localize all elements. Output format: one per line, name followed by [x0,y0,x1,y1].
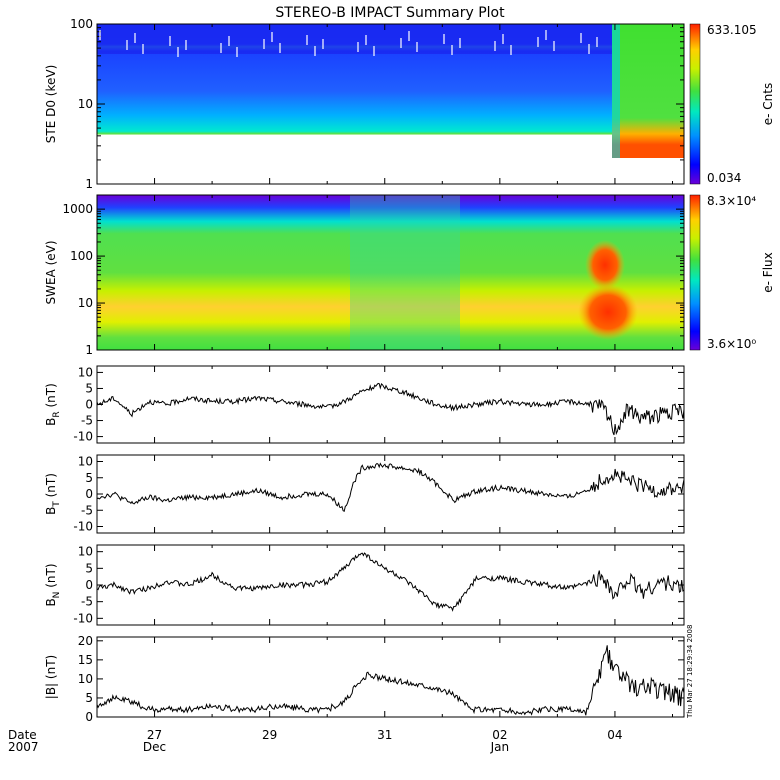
series-line-mag [96,645,685,716]
colorbar-label: e- Cnts [761,83,775,125]
plot-timestamp: Thu Mar 27 18:29:34 2008 [686,625,694,719]
y-tick-label: 20 [78,634,93,648]
y-tick-label: 10 [78,455,93,469]
y-tick-label: 5 [85,561,93,575]
colorbar-min-label: 3.6×10⁰ [707,337,756,351]
colorbar-max-label: 8.3×10⁴ [707,194,756,208]
x-tick-label: 29 [262,728,277,742]
y-axis-label: |B| (nT) [44,655,58,699]
y-axis-label: SWEA (eV) [44,240,58,304]
bmag-frame [96,636,685,718]
y-tick-label: 10 [78,365,93,379]
br-frame [96,365,685,444]
colorbar-max-label: 633.105 [707,23,757,37]
colorbar-label: e- Flux [761,252,775,292]
x-ticks-panel-0 [96,24,673,184]
x-ticks-panel-3 [96,455,673,533]
y-tick-label: 1 [85,343,93,357]
y-tick-label: 0 [85,578,93,592]
y-tick-label: 10 [78,545,93,559]
x-tick-label: 04 [607,728,622,742]
y-tick-label: 10 [78,672,93,686]
y-tick-label: 1000 [62,202,93,216]
y-tick-label: -10 [73,611,93,625]
y-tick-label: 5 [85,381,93,395]
y-tick-label: 5 [85,471,93,485]
x-tick-label: 27 [147,728,162,742]
x-tick-sublabel: Jan [490,740,510,754]
x-tick-sublabel: Dec [143,740,166,754]
date-label: Date [8,728,37,742]
y-tick-label: 0 [85,487,93,501]
y-tick-label: -5 [81,595,93,609]
y-tick-label: -5 [81,503,93,517]
swea-disturbance [350,195,460,350]
y-tick-label: 15 [78,653,93,667]
swea-panel [96,194,685,351]
x-ticks-panel-4 [96,545,673,625]
y-tick-label: 5 [85,691,93,705]
y-tick-label: -5 [81,414,93,428]
ste-spikes [99,30,598,57]
y-tick-label: 100 [70,17,93,31]
year-label: 2007 [8,740,39,754]
y-tick-label: 100 [70,249,93,263]
ste-panel [96,23,685,185]
y-tick-label: -10 [73,520,93,534]
y-tick-label: 0 [85,710,93,724]
y-axis-label: STE D0 (keV) [44,65,58,144]
swea-hot-spot-lower [578,284,638,340]
swea-hot-spot-upper [585,240,625,290]
series-line-N [96,552,685,612]
ste-high-energy-band [97,24,612,54]
y-axis-label: BR (nT) [44,383,62,426]
y-tick-label: 0 [85,398,93,412]
ste-colorbar [689,23,701,185]
y-axis-label: BN (nT) [44,563,62,606]
series-line-R [96,382,685,436]
ste-heatmap-event [612,24,684,158]
y-tick-label: 1 [85,177,93,191]
x-ticks-panel-2 [96,366,673,443]
bt-frame [96,454,685,534]
y-axis-label: BT (nT) [44,473,62,515]
swea-colorbar [689,194,701,351]
plot-title: STEREO-B IMPACT Summary Plot [275,5,505,21]
x-tick-label: 31 [377,728,392,742]
x-ticks-panel-1 [96,195,673,350]
y-tick-label: 10 [78,296,93,310]
series-line-T [96,462,685,513]
colorbar-min-label: 0.034 [707,171,741,185]
y-tick-label: -10 [73,430,93,444]
x-tick-label: 02 [492,728,507,742]
y-tick-label: 10 [78,97,93,111]
